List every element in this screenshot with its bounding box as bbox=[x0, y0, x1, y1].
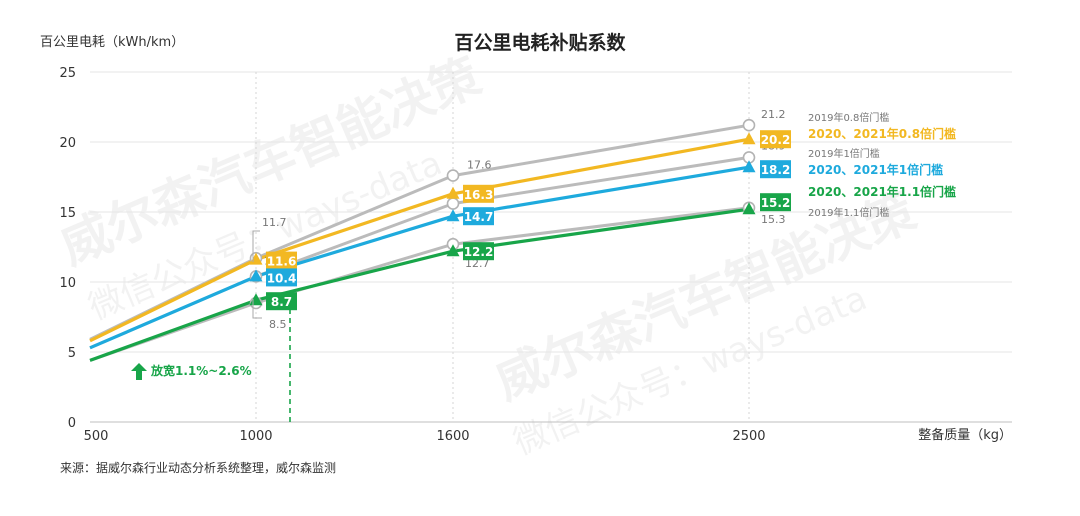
triangle-marker bbox=[446, 209, 460, 222]
triangle-marker bbox=[446, 186, 460, 199]
data-label: 12.7 bbox=[465, 257, 490, 270]
data-label-box bbox=[463, 184, 494, 203]
data-label-box bbox=[760, 130, 791, 149]
legend-entry: 2019年1倍门槛 bbox=[808, 147, 880, 160]
y-tick-label: 25 bbox=[59, 66, 76, 81]
data-label: 15.2 bbox=[761, 196, 791, 210]
data-label: 12.2 bbox=[464, 245, 494, 259]
y-tick-label: 0 bbox=[68, 416, 76, 431]
y-axis-label: 百公里电耗（kWh/km） bbox=[40, 35, 184, 50]
data-label: 20.2 bbox=[761, 133, 791, 147]
data-label: 21.2 bbox=[761, 108, 786, 121]
legend-entry: 2020、2021年1.1倍门槛 bbox=[808, 184, 956, 199]
y-tick-label: 20 bbox=[59, 136, 76, 151]
series-markers bbox=[249, 118, 756, 310]
data-label: 8.7 bbox=[271, 295, 292, 309]
x-tick-label: 1000 bbox=[239, 429, 272, 444]
data-label-box bbox=[463, 242, 494, 261]
annotation-text: 放宽1.1%~2.6% bbox=[150, 363, 252, 378]
data-label-box bbox=[463, 207, 494, 226]
legend-entry: 2020、2021年1倍门槛 bbox=[808, 162, 943, 177]
data-label-box bbox=[760, 160, 791, 179]
series-line bbox=[89, 165, 750, 350]
y-tick-labels: 0 5 10 15 20 25 bbox=[59, 66, 76, 431]
series-line bbox=[89, 137, 750, 343]
triangle-marker bbox=[742, 160, 756, 173]
data-label-box bbox=[266, 251, 297, 270]
data-label: 15.3 bbox=[761, 213, 786, 226]
y-tick-label: 10 bbox=[59, 276, 76, 291]
legend-entry: 2020、2021年0.8倍门槛 bbox=[808, 126, 956, 141]
data-label: 16.3 bbox=[464, 188, 494, 202]
triangle-marker bbox=[446, 244, 460, 257]
y-tick-label: 5 bbox=[68, 346, 76, 361]
triangle-marker bbox=[742, 132, 756, 145]
x-tick-labels: 500 1000 1600 2500 bbox=[84, 429, 766, 444]
source-note: 来源：据威尔森行业动态分析系统整理，威尔森监测 bbox=[60, 460, 336, 475]
legend: 2019年0.8倍门槛 2020、2021年0.8倍门槛 2019年1倍门槛 2020… bbox=[808, 111, 956, 219]
data-label: 10.4 bbox=[267, 271, 297, 285]
legend-entry: 2019年0.8倍门槛 bbox=[808, 111, 889, 124]
data-label: 11.6 bbox=[267, 255, 297, 269]
label-connector bbox=[252, 230, 260, 262]
x-tick-label: 500 bbox=[84, 429, 109, 444]
triangle-marker bbox=[742, 202, 756, 215]
data-label: 18.2 bbox=[761, 163, 791, 177]
data-label-box bbox=[266, 268, 297, 287]
series-line bbox=[89, 207, 750, 362]
circle-marker bbox=[446, 169, 460, 182]
data-label: 11.7 bbox=[262, 216, 287, 229]
data-label: 14.7 bbox=[464, 210, 494, 224]
x-tick-label: 1600 bbox=[436, 429, 469, 444]
up-arrow-icon bbox=[131, 363, 147, 380]
triangle-marker bbox=[249, 269, 263, 282]
x-tick-label: 2500 bbox=[732, 429, 765, 444]
chart-title: 百公里电耗补贴系数 bbox=[454, 31, 626, 54]
label-connector bbox=[252, 299, 262, 319]
relaxation-annotation: 放宽1.1%~2.6% bbox=[131, 363, 252, 380]
data-labels: 11.717.621.210.415.618.98.512.715.311.61… bbox=[252, 108, 791, 331]
gridlines bbox=[90, 71, 1012, 423]
series-lines bbox=[89, 123, 750, 362]
data-label-box bbox=[760, 193, 791, 212]
x-axis-label: 整备质量（kg） bbox=[918, 427, 1012, 443]
y-tick-label: 15 bbox=[59, 206, 76, 221]
circle-marker bbox=[742, 118, 756, 132]
data-label: 17.6 bbox=[467, 159, 492, 172]
data-label-box bbox=[266, 292, 297, 311]
legend-entry: 2019年1.1倍门槛 bbox=[808, 206, 889, 219]
data-label: 8.5 bbox=[269, 318, 287, 331]
circle-marker bbox=[446, 197, 460, 210]
